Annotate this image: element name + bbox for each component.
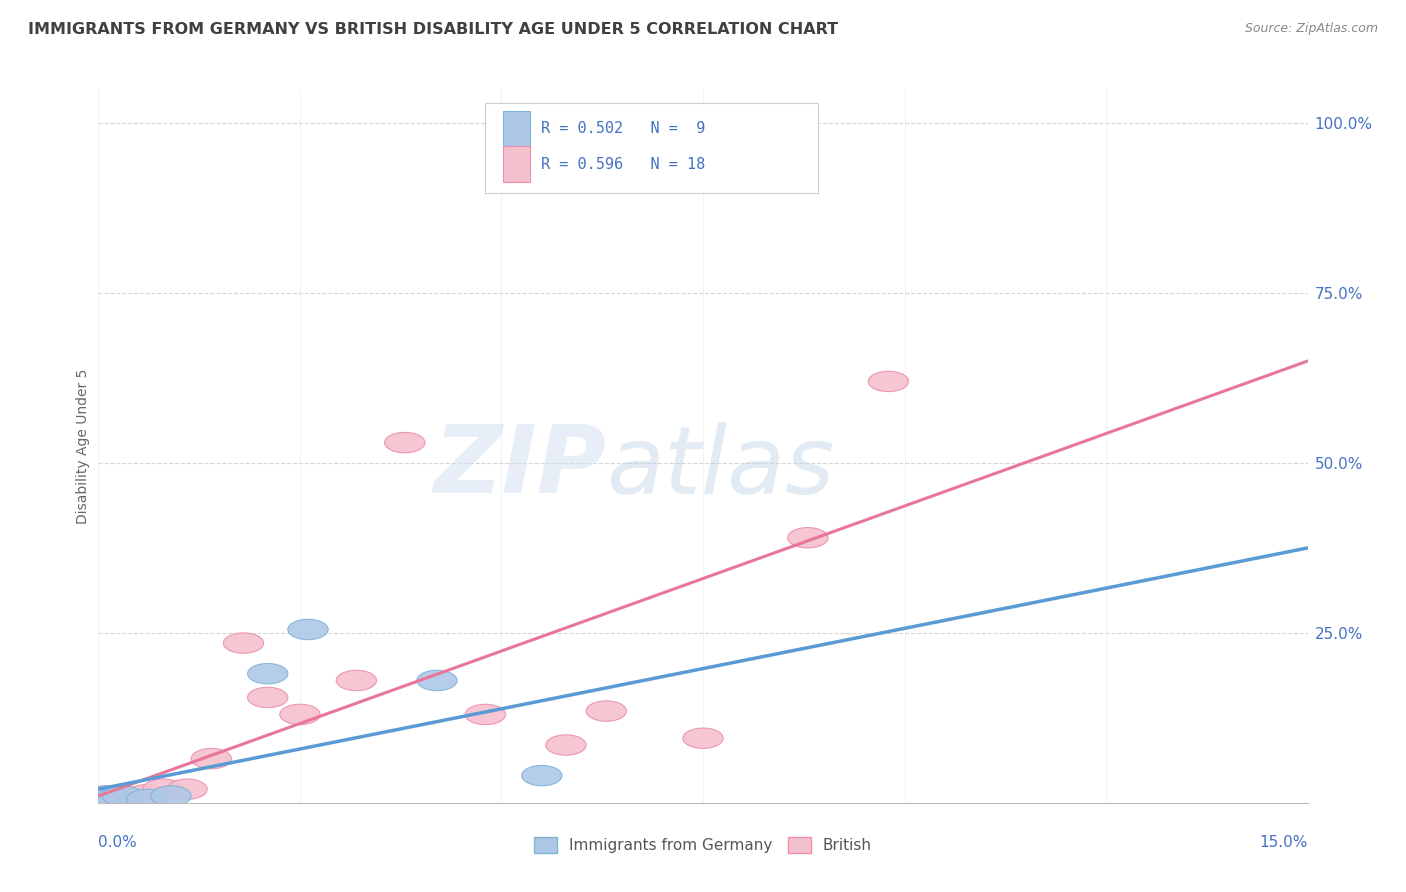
Text: 0.0%: 0.0% (98, 835, 138, 850)
Ellipse shape (127, 784, 167, 805)
Ellipse shape (869, 371, 908, 392)
Ellipse shape (522, 765, 562, 786)
Ellipse shape (416, 670, 457, 690)
Ellipse shape (127, 789, 167, 810)
Ellipse shape (288, 619, 328, 640)
Text: IMMIGRANTS FROM GERMANY VS BRITISH DISABILITY AGE UNDER 5 CORRELATION CHART: IMMIGRANTS FROM GERMANY VS BRITISH DISAB… (28, 22, 838, 37)
Ellipse shape (586, 701, 627, 722)
Y-axis label: Disability Age Under 5: Disability Age Under 5 (76, 368, 90, 524)
Ellipse shape (150, 786, 191, 806)
Ellipse shape (683, 728, 723, 748)
Ellipse shape (787, 527, 828, 548)
Ellipse shape (465, 705, 506, 724)
Ellipse shape (224, 633, 264, 653)
Ellipse shape (94, 789, 135, 810)
Text: ZIP: ZIP (433, 421, 606, 514)
Ellipse shape (143, 779, 183, 799)
Text: 15.0%: 15.0% (1260, 835, 1308, 850)
Ellipse shape (86, 786, 127, 806)
Text: Source: ZipAtlas.com: Source: ZipAtlas.com (1244, 22, 1378, 36)
Ellipse shape (191, 748, 232, 769)
FancyBboxPatch shape (503, 111, 530, 146)
Ellipse shape (103, 786, 143, 806)
Ellipse shape (385, 433, 425, 453)
Ellipse shape (111, 787, 150, 807)
Ellipse shape (336, 670, 377, 690)
FancyBboxPatch shape (485, 103, 818, 193)
Ellipse shape (247, 687, 288, 707)
Ellipse shape (247, 664, 288, 684)
Text: R = 0.502   N =  9: R = 0.502 N = 9 (541, 121, 706, 136)
Ellipse shape (167, 779, 207, 799)
FancyBboxPatch shape (503, 146, 530, 182)
Text: R = 0.596   N = 18: R = 0.596 N = 18 (541, 157, 706, 171)
Text: atlas: atlas (606, 422, 835, 513)
Ellipse shape (94, 789, 135, 810)
Ellipse shape (280, 705, 321, 724)
Legend: Immigrants from Germany, British: Immigrants from Germany, British (527, 831, 879, 859)
Ellipse shape (86, 786, 127, 806)
Ellipse shape (546, 735, 586, 756)
